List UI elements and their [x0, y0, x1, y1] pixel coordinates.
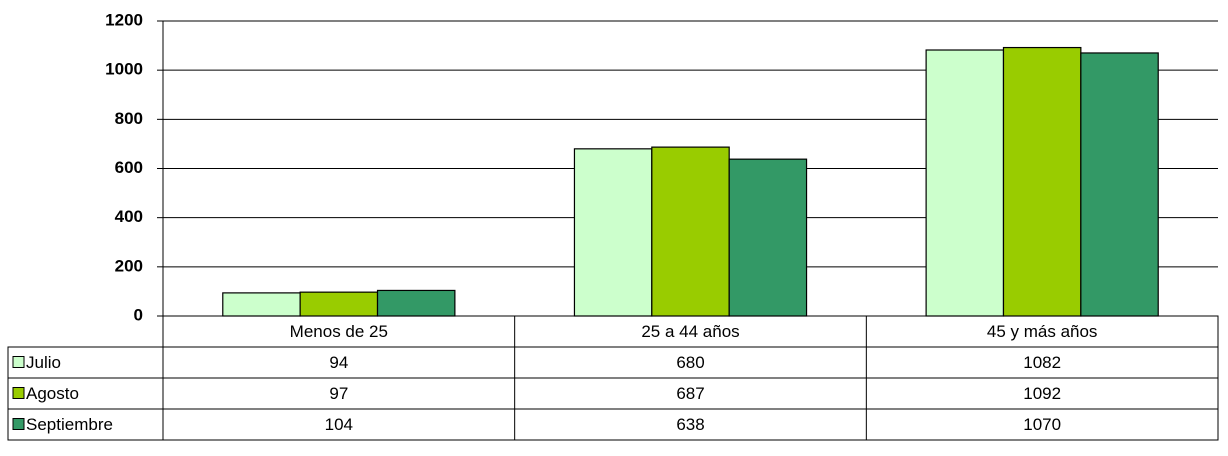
- bar: [222, 292, 301, 317]
- legend-label: Julio: [26, 353, 61, 372]
- bar: [573, 148, 653, 317]
- x-tick-label: Menos de 25: [290, 322, 388, 341]
- x-tick-label: 25 a 44 años: [641, 322, 739, 341]
- table-value: 94: [329, 353, 348, 372]
- table-value: 1092: [1023, 384, 1061, 403]
- bar: [1080, 52, 1159, 317]
- table-value: 1070: [1023, 415, 1061, 434]
- x-tick-label: 45 y más años: [987, 322, 1098, 341]
- legend-swatch: [12, 356, 25, 368]
- legend-swatch: [12, 387, 25, 399]
- bar: [925, 49, 1005, 317]
- bar: [728, 158, 808, 317]
- y-tick-label: 400: [115, 207, 143, 226]
- table-value: 687: [676, 384, 704, 403]
- y-tick-label: 600: [115, 158, 143, 177]
- y-tick-label: 1200: [105, 10, 143, 29]
- bar: [299, 291, 379, 317]
- bar: [651, 146, 730, 317]
- legend-swatch: [12, 418, 25, 430]
- y-tick-label: 800: [115, 109, 143, 128]
- table-value: 97: [329, 384, 348, 403]
- y-tick-label: 0: [134, 305, 143, 324]
- table-value: 104: [325, 415, 353, 434]
- legend-label: Agosto: [26, 384, 79, 403]
- bar: [1002, 46, 1082, 317]
- legend-label: Septiembre: [26, 415, 113, 434]
- table-value: 1082: [1023, 353, 1061, 372]
- table-value: 680: [676, 353, 704, 372]
- table-value: 638: [676, 415, 704, 434]
- bar: [376, 289, 456, 317]
- y-tick-label: 1000: [105, 60, 143, 79]
- y-tick-label: 200: [115, 256, 143, 275]
